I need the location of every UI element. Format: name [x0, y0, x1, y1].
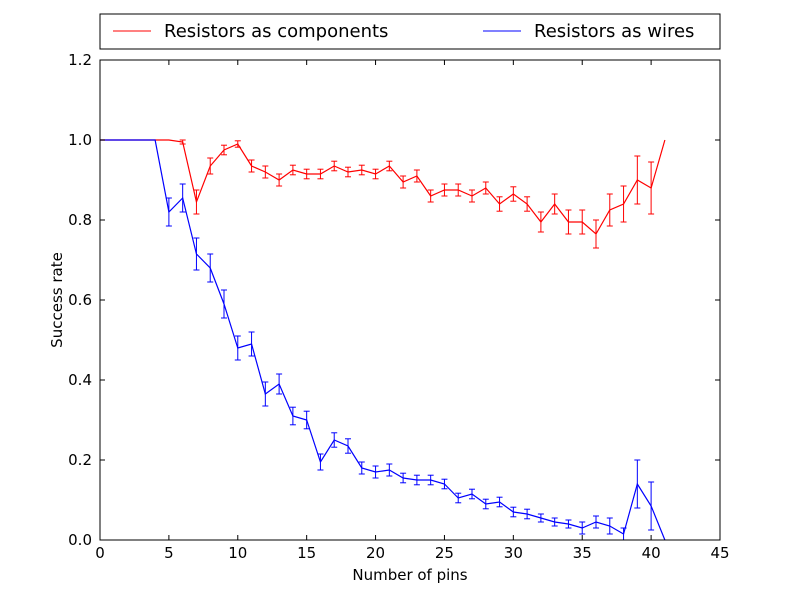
y-tick-label: 0.6	[68, 291, 92, 309]
series-wires	[100, 139, 666, 540]
x-tick-label: 20	[366, 544, 385, 562]
x-axis-label: Number of pins	[352, 566, 467, 584]
y-axis-label: Success rate	[48, 252, 66, 348]
series-line	[100, 139, 666, 540]
y-tick-label: 0.0	[68, 531, 92, 549]
y-tick-label: 0.8	[68, 211, 92, 229]
legend-label-components: Resistors as components	[164, 21, 388, 42]
legend: Resistors as components Resistors as wir…	[99, 13, 721, 50]
y-tick-label: 0.2	[68, 451, 92, 469]
y-tick-label: 0.4	[68, 371, 92, 389]
x-tick-label: 25	[435, 544, 454, 562]
x-tick-label: 0	[95, 544, 105, 562]
series-components	[100, 139, 666, 249]
legend-box	[99, 13, 721, 50]
x-tick-label: 35	[573, 544, 592, 562]
axis-ticks: 0 5 10 15 20 25 30 35 40 45 0.0 0.2 0.4 0.6 0.8 1.0 1.2	[68, 51, 729, 562]
x-tick-label: 30	[504, 544, 523, 562]
x-tick-label: 40	[642, 544, 661, 562]
x-tick-label: 45	[710, 544, 729, 562]
x-tick-label: 15	[297, 544, 316, 562]
x-tick-label: 5	[164, 544, 174, 562]
series-line	[100, 139, 666, 235]
y-tick-label: 1.2	[68, 51, 92, 69]
plot-area	[100, 139, 666, 540]
plot-frame	[99, 59, 721, 541]
legend-label-wires: Resistors as wires	[534, 21, 694, 42]
y-tick-label: 1.0	[68, 131, 92, 149]
x-tick-label: 10	[228, 544, 247, 562]
